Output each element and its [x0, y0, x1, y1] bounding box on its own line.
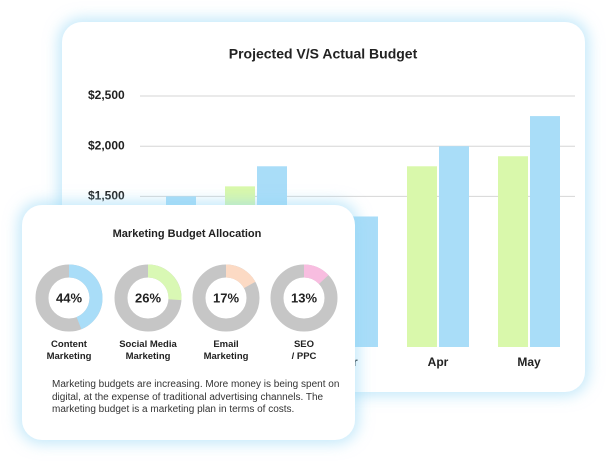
allocation-card: Marketing Budget Allocation 44% 26% 17% 13%… [22, 205, 355, 440]
bar [530, 116, 560, 347]
x-tick-label: May [517, 355, 541, 369]
donut-segment [303, 264, 329, 285]
x-tick-label: Apr [428, 355, 449, 369]
donut-value-label: 26% [135, 290, 161, 305]
y-tick-label: $2,000 [88, 138, 125, 152]
donut-value-label: 13% [291, 290, 317, 305]
bar [407, 166, 437, 347]
annotation: Marketing budgets are increasing. More m… [52, 379, 340, 415]
y-tick-label: $2,500 [88, 88, 125, 102]
bar [498, 156, 528, 347]
donut-segment [147, 264, 182, 301]
donut-value-label: 17% [213, 290, 239, 305]
donut-label: Social Media Marketing [119, 339, 177, 362]
donut-segment [68, 264, 103, 330]
donut-value-label: 44% [56, 290, 82, 305]
chart-title: Projected V/S Actual Budget [229, 46, 418, 62]
donut-label: SEO / PPC [291, 339, 317, 362]
donut-label: Content Marketing [46, 339, 92, 362]
donut-chart: Marketing Budget Allocation 44% 26% 17% 13% [35, 228, 338, 332]
y-tick-label: $1,500 [88, 189, 125, 203]
donut-segment [225, 264, 256, 289]
chart-title: Marketing Budget Allocation [113, 228, 262, 240]
bar [439, 146, 469, 347]
donut-label: Email Marketing [203, 339, 249, 362]
